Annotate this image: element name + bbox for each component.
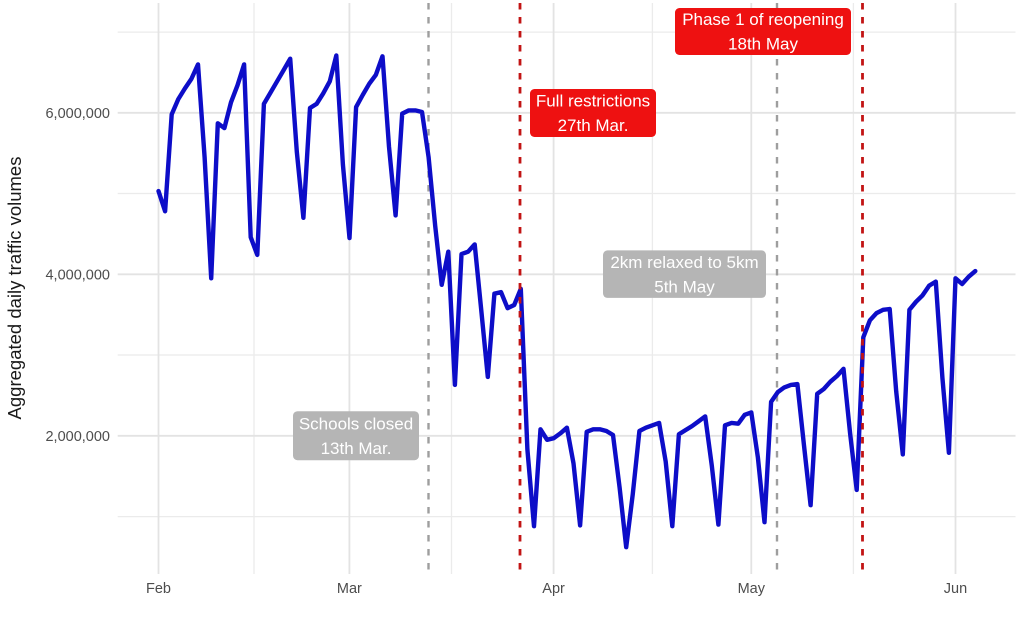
svg-text:5th May: 5th May [654,277,715,296]
svg-text:27th Mar.: 27th Mar. [558,116,629,135]
svg-text:4,000,000: 4,000,000 [45,267,110,283]
svg-text:18th May: 18th May [728,35,798,54]
svg-text:Phase 1 of reopening: Phase 1 of reopening [682,10,844,29]
svg-text:May: May [738,581,766,597]
svg-text:Schools closed: Schools closed [299,414,413,433]
svg-text:6,000,000: 6,000,000 [45,106,110,122]
svg-text:Jun: Jun [944,581,967,597]
svg-text:Mar: Mar [337,581,362,597]
svg-text:2km relaxed to 5km: 2km relaxed to 5km [610,253,758,272]
svg-text:Apr: Apr [542,581,565,597]
svg-text:Feb: Feb [146,581,171,597]
svg-text:13th Mar.: 13th Mar. [321,439,392,458]
svg-text:Aggregated daily traffic volum: Aggregated daily traffic volumes [4,157,25,420]
svg-text:2,000,000: 2,000,000 [45,429,110,445]
svg-text:Full restrictions: Full restrictions [536,92,650,111]
